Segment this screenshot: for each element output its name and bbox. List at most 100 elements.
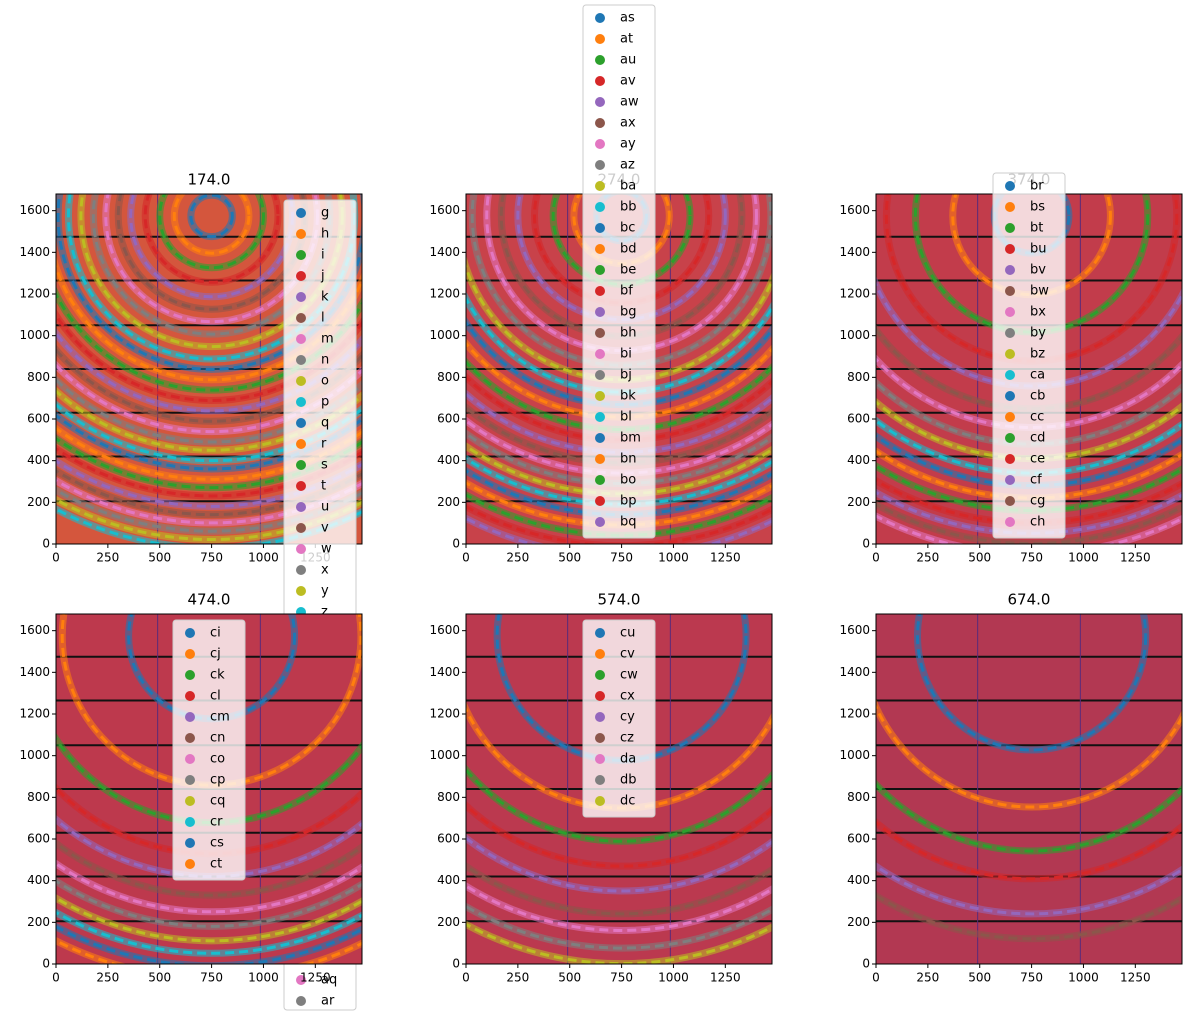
legend-label: h (321, 227, 329, 242)
legend-marker (1005, 223, 1015, 233)
legend-marker (1005, 475, 1015, 485)
y-tick-label: 1200 (429, 287, 460, 301)
x-tick-label: 0 (462, 551, 470, 565)
y-tick-label: 1000 (429, 328, 460, 342)
axes-frame (55, 613, 363, 965)
legend-label: bt (1030, 221, 1043, 236)
legend-marker (595, 433, 605, 443)
legend-marker (296, 313, 306, 323)
legend-marker (185, 859, 195, 869)
legend-marker (185, 649, 195, 659)
x-tick-label: 250 (506, 551, 529, 565)
legend-marker (185, 733, 195, 743)
legend-label: k (321, 290, 329, 305)
y-tick-label: 800 (27, 370, 50, 384)
y-tick-label: 0 (42, 537, 50, 551)
ring (466, 767, 772, 843)
x-tick-label: 500 (968, 551, 991, 565)
ring (470, 194, 772, 367)
legend-label: cm (210, 710, 230, 725)
legend-label: j (320, 269, 325, 284)
x-tick-label: 1000 (248, 551, 279, 565)
legend-label: bs (1030, 200, 1045, 215)
legend-label: br (1030, 179, 1044, 194)
ring-band (876, 891, 1182, 943)
legend-marker (595, 370, 605, 380)
legend-marker (296, 975, 306, 985)
legend-marker (595, 328, 605, 338)
legend-label: w (321, 542, 332, 557)
y-tick-label: 1000 (19, 748, 50, 762)
x-tick-label: 750 (1020, 551, 1043, 565)
y-tick-label: 0 (452, 957, 460, 971)
y-tick-label: 1600 (839, 623, 870, 637)
legend-label: r (321, 437, 327, 452)
legend-marker (185, 796, 195, 806)
legend-label: i (321, 248, 325, 263)
legend-marker (1005, 181, 1015, 191)
legend-label: g (321, 206, 329, 221)
legend-label: ct (210, 857, 222, 872)
legend-label: bz (1030, 347, 1045, 362)
legend-marker (1005, 265, 1015, 275)
legend-label: v (321, 521, 329, 536)
legend-marker (185, 775, 195, 785)
x-tick-label: 750 (610, 551, 633, 565)
ring (466, 904, 772, 950)
ring (56, 446, 362, 498)
y-tick-label: 1000 (429, 748, 460, 762)
legend-marker (185, 691, 195, 701)
legend-label: cq (210, 794, 225, 809)
legend-label: bm (620, 431, 641, 446)
subplot: 674.0 0 250 500 750 1000 1250 0 200 400 600 800 1000… (839, 591, 1183, 985)
y-tick-label: 1000 (19, 328, 50, 342)
legend-marker (296, 418, 306, 428)
legend-marker (595, 34, 605, 44)
y-tick-label: 1000 (839, 328, 870, 342)
y-tick-label: 1600 (429, 623, 460, 637)
axes-frame (875, 613, 1183, 965)
legend-label: bh (620, 326, 637, 341)
legend-marker (595, 475, 605, 485)
y-tick-label: 800 (847, 370, 870, 384)
legend-label: cj (210, 647, 221, 662)
legend-marker (296, 523, 306, 533)
x-tick-label: 750 (200, 551, 223, 565)
legend-marker (595, 160, 605, 170)
ring (56, 347, 362, 423)
legend-marker (595, 775, 605, 785)
subplot-title: 574.0 (598, 591, 641, 609)
legend-marker (595, 349, 605, 359)
legend-label: dc (620, 794, 635, 809)
subplot: 474.0 0 250 500 750 1000 1250 0 200 400 600 800 1000… (19, 591, 363, 985)
ring-band (466, 800, 772, 870)
legend-label: av (620, 74, 636, 89)
subplot-title: 474.0 (188, 591, 231, 609)
x-tick-label: 1250 (1120, 971, 1151, 985)
ring (532, 194, 711, 305)
legend-label: bb (620, 200, 637, 215)
y-tick-label: 400 (847, 873, 870, 887)
subplot: 274.002505007501000125002004006008001000… (429, 4, 773, 565)
ring (56, 497, 362, 541)
legend-label: bw (1030, 284, 1049, 299)
legend-marker (296, 439, 306, 449)
legend-label: bx (1030, 305, 1046, 320)
legend-label: ca (1030, 368, 1045, 383)
y-tick-label: 600 (437, 412, 460, 426)
legend-marker (595, 139, 605, 149)
legend-label: u (321, 500, 329, 515)
legend-marker (296, 565, 306, 575)
legend-marker (1005, 349, 1015, 359)
y-tick-label: 200 (437, 915, 460, 929)
legend-marker (185, 817, 195, 827)
ring (876, 820, 1182, 881)
y-tick-label: 400 (437, 873, 460, 887)
legend-box (172, 619, 246, 881)
y-tick-label: 1400 (429, 665, 460, 679)
legend-label: cr (210, 815, 223, 830)
legend-label: cu (620, 626, 635, 641)
legend-label: by (1030, 326, 1046, 341)
y-tick-label: 0 (862, 957, 870, 971)
